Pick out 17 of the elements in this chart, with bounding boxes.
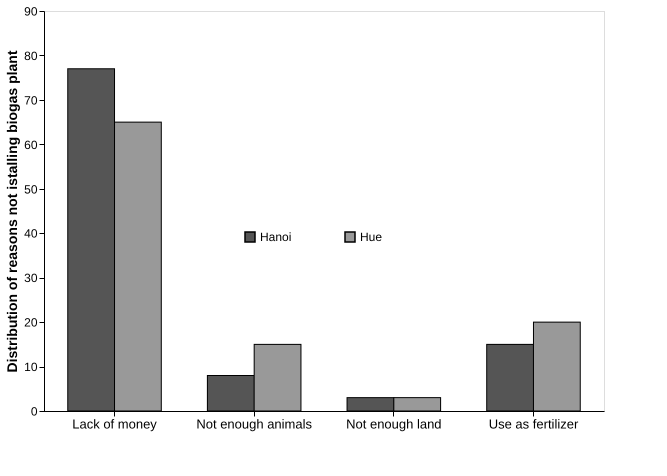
y-tick-label: 80 <box>24 48 38 63</box>
y-tick-label: 90 <box>24 4 38 18</box>
legend-label: Hue <box>360 230 382 244</box>
y-axis-title: Distribution of reasons not istalling biogas plant <box>4 50 20 373</box>
y-tick-label: 10 <box>24 360 38 374</box>
y-tick-label: 20 <box>24 316 38 330</box>
x-tick-label: Not enough animals <box>196 416 312 432</box>
y-tick-label: 60 <box>24 138 38 152</box>
y-tick-label: 30 <box>24 271 38 286</box>
x-tick-label: Not enough land <box>346 416 442 432</box>
x-tick-label: Use as fertilizer <box>488 416 579 432</box>
y-tick-label: 0 <box>30 404 38 418</box>
y-tick-label: 40 <box>24 226 38 241</box>
x-tick-label: Lack of money <box>72 416 158 432</box>
y-tick-label: 50 <box>24 182 38 196</box>
legend-label: Hanoi <box>260 230 292 244</box>
y-tick-label: 70 <box>24 93 38 108</box>
